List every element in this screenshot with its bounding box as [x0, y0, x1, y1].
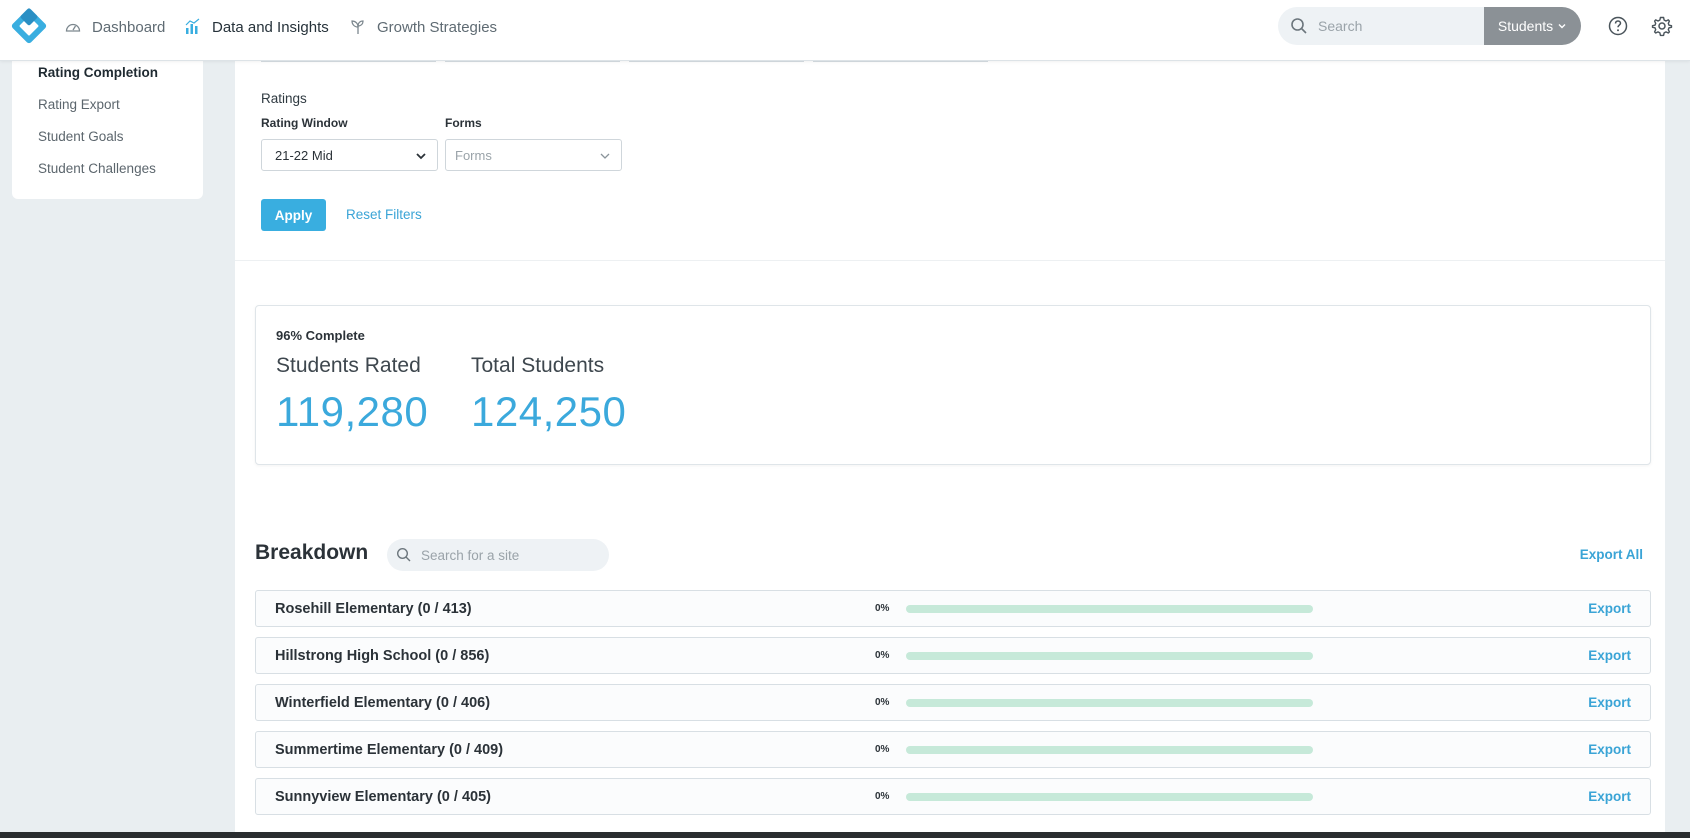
chevron-down-icon	[600, 153, 610, 159]
site-progress-bar	[906, 652, 1313, 660]
nav-data-and-insights[interactable]: Data and Insights	[184, 16, 329, 38]
breakdown-title: Breakdown	[255, 541, 369, 564]
site-progress-bar	[906, 605, 1313, 613]
gear-icon[interactable]	[1651, 15, 1673, 37]
nav-growth-strategies-label: Growth Strategies	[377, 18, 498, 36]
rating-window-select[interactable]: 21-22 Mid	[261, 139, 438, 171]
search-scope-dropdown[interactable]: Students	[1484, 7, 1581, 45]
search-icon	[1291, 18, 1307, 34]
site-percent: 0%	[875, 697, 890, 708]
site-percent: 0%	[875, 650, 890, 661]
top-navigation-bar: Dashboard Data and Insights Growth Strat…	[0, 0, 1690, 61]
chevron-down-icon	[416, 153, 426, 160]
site-row: Summertime Elementary (0 / 409) 0% Expor…	[255, 731, 1651, 768]
site-row: Rosehill Elementary (0 / 413) 0% Export	[255, 590, 1651, 627]
sidebar-item-rating-export[interactable]: Rating Export	[38, 97, 120, 112]
rating-window-value: 21-22 Mid	[275, 147, 333, 163]
sidebar-item-rating-completion[interactable]: Rating Completion	[38, 65, 158, 80]
site-progress-bar	[906, 746, 1313, 754]
bar-chart-icon	[185, 18, 200, 34]
site-name: Rosehill Elementary (0 / 413)	[275, 601, 472, 617]
site-progress-bar	[906, 699, 1313, 707]
total-students-value: 124,250	[471, 388, 627, 435]
window-bottom-edge	[0, 832, 1690, 838]
site-export-link[interactable]: Export	[1588, 648, 1631, 663]
sidebar: Rating Completion Rating Export Student …	[12, 61, 203, 199]
main-content: Ratings Rating Window 21-22 Mid Forms Fo…	[235, 61, 1665, 838]
nav-data-and-insights-label: Data and Insights	[212, 18, 329, 36]
site-percent: 0%	[875, 603, 890, 614]
apply-button[interactable]: Apply	[261, 199, 326, 231]
search-scope-label: Students	[1497, 18, 1554, 34]
filter-field-edge	[261, 61, 436, 62]
site-export-link[interactable]: Export	[1588, 742, 1631, 757]
nav-dashboard[interactable]: Dashboard	[64, 16, 165, 38]
total-students-label: Total Students	[471, 354, 605, 377]
help-icon[interactable]	[1607, 15, 1629, 37]
gauge-icon	[65, 23, 81, 32]
site-percent: 0%	[875, 744, 890, 755]
sidebar-item-student-goals[interactable]: Student Goals	[38, 129, 124, 144]
site-search-input[interactable]	[421, 539, 601, 571]
sidebar-item-student-challenges[interactable]: Student Challenges	[38, 161, 156, 176]
nav-growth-strategies[interactable]: Growth Strategies	[349, 16, 497, 38]
filter-field-edge	[445, 61, 620, 62]
site-export-link[interactable]: Export	[1588, 789, 1631, 804]
site-name: Winterfield Elementary (0 / 406)	[275, 695, 491, 711]
global-search-input[interactable]	[1318, 7, 1478, 45]
site-name: Summertime Elementary (0 / 409)	[275, 742, 504, 758]
site-row: Sunnyview Elementary (0 / 405) 0% Export	[255, 778, 1651, 815]
section-divider	[235, 260, 1665, 261]
students-rated-value: 119,280	[276, 388, 429, 435]
completion-summary-card: 96% Complete Students Rated 119,280 Tota…	[255, 305, 1651, 465]
percent-complete: 96% Complete	[276, 328, 365, 343]
students-rated-label: Students Rated	[276, 354, 421, 377]
app-logo-icon[interactable]	[11, 8, 47, 44]
site-export-link[interactable]: Export	[1588, 601, 1631, 616]
nav-dashboard-label: Dashboard	[92, 18, 166, 36]
reset-filters-link[interactable]: Reset Filters	[346, 207, 422, 222]
rating-window-label: Rating Window	[261, 116, 348, 130]
site-percent: 0%	[875, 791, 890, 802]
site-search[interactable]	[387, 539, 609, 571]
site-export-link[interactable]: Export	[1588, 695, 1631, 710]
forms-placeholder: Forms	[455, 147, 492, 163]
site-name: Sunnyview Elementary (0 / 405)	[275, 789, 491, 805]
site-row: Winterfield Elementary (0 / 406) 0% Expo…	[255, 684, 1651, 721]
forms-label: Forms	[445, 116, 482, 130]
site-name: Hillstrong High School (0 / 856)	[275, 648, 490, 664]
sprout-icon	[351, 20, 364, 34]
forms-select[interactable]: Forms	[445, 139, 622, 171]
filter-field-edge	[813, 61, 988, 62]
search-icon	[396, 547, 411, 562]
chevron-down-icon	[1558, 24, 1566, 29]
global-search[interactable]	[1278, 7, 1484, 45]
filter-field-edge	[629, 61, 804, 62]
site-progress-bar	[906, 793, 1313, 801]
ratings-section-title: Ratings	[261, 91, 307, 106]
site-row: Hillstrong High School (0 / 856) 0% Expo…	[255, 637, 1651, 674]
export-all-link[interactable]: Export All	[1579, 547, 1643, 562]
